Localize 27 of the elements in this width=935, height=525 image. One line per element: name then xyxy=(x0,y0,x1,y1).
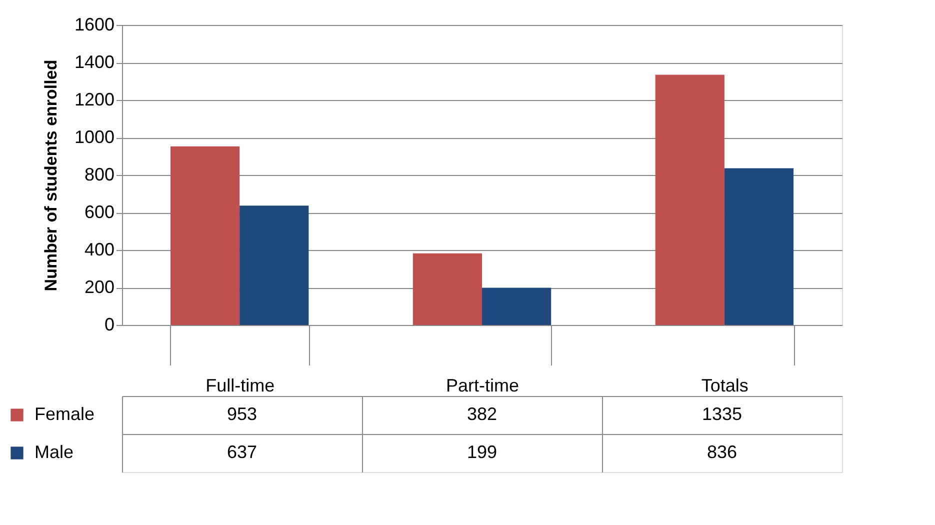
bar xyxy=(724,168,794,325)
y-axis-title: Number of students enrolled xyxy=(41,60,60,292)
y-tick-label: 1200 xyxy=(74,90,114,110)
bar xyxy=(170,146,240,325)
legend-label: Male xyxy=(34,442,74,462)
y-tick-label: 400 xyxy=(84,240,114,260)
y-tick-label: 600 xyxy=(84,202,114,222)
bar xyxy=(240,206,309,325)
data-label: 199 xyxy=(466,442,498,462)
data-label: 953 xyxy=(226,404,258,424)
x-tick-label: Totals xyxy=(701,376,748,396)
y-tick-label: 800 xyxy=(84,164,114,184)
x-tick-label: Part-time xyxy=(446,376,520,396)
data-label: 382 xyxy=(466,404,498,424)
bar xyxy=(655,74,724,325)
y-tick-label: 200 xyxy=(84,277,114,297)
data-label: 1335 xyxy=(702,404,742,424)
data-label: 637 xyxy=(226,442,258,462)
bar xyxy=(412,253,482,325)
y-tick-label: 0 xyxy=(104,314,114,334)
bar xyxy=(482,288,552,325)
y-tick-label: 1000 xyxy=(74,127,114,147)
y-tick-label: 1400 xyxy=(74,52,114,72)
data-label: 836 xyxy=(706,442,738,462)
y-tick-label: 1600 xyxy=(74,14,114,34)
legend-label: Female xyxy=(34,404,95,424)
x-tick-label: Full-time xyxy=(206,376,275,396)
